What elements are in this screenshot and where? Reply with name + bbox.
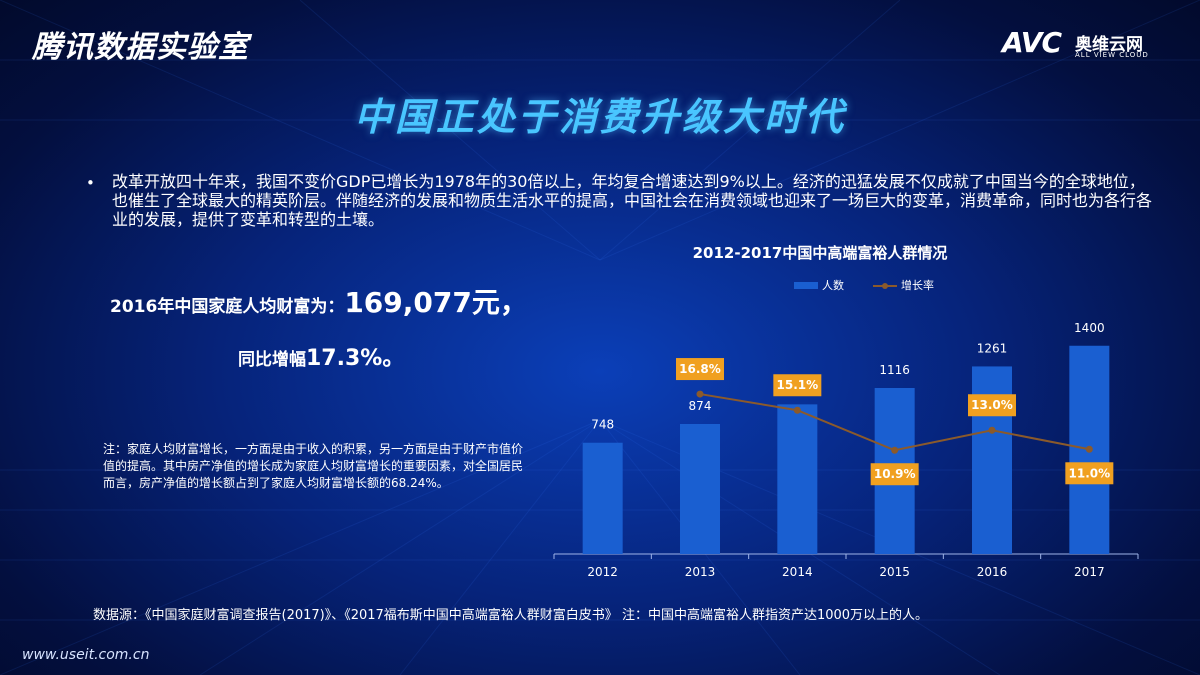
growth-stat-label: 同比增幅 <box>238 350 306 370</box>
growth-label-box <box>676 358 724 381</box>
growth-rate-label: 11.0% <box>1069 466 1111 480</box>
x-tick-label: 2012 <box>587 565 618 579</box>
bar-value-label: 874 <box>689 399 712 413</box>
growth-label-box <box>870 463 919 486</box>
data-source: 数据源：《中国家庭财富调查报告(2017)》、《2017福布斯中国中高端富裕人群… <box>93 608 929 623</box>
bar-value-label: 1116 <box>879 363 910 377</box>
brand-title: 腾讯数据实验室 <box>32 30 249 65</box>
bar-value-label: 1400 <box>1074 321 1105 335</box>
growth-stat-value: 17.3%。 <box>306 346 405 371</box>
growth-rate-label: 15.1% <box>777 378 819 392</box>
bar-2012 <box>582 442 623 554</box>
growth-label-box <box>968 394 1016 417</box>
bar-value-label: 1261 <box>977 341 1008 355</box>
growth-rate-point <box>891 446 899 454</box>
growth-label-box <box>1065 462 1114 485</box>
growth-rate-label: 10.9% <box>874 467 916 481</box>
bar-2014 <box>777 404 818 554</box>
growth-rate-point <box>988 426 996 434</box>
bar-2013 <box>680 423 720 554</box>
bar-value-label: 748 <box>591 418 614 432</box>
legend-bar-label: 人数 <box>822 279 844 292</box>
legend-bar-swatch <box>794 282 818 289</box>
legend-line-label: 增长率 <box>901 278 934 292</box>
logo-mark: AVC <box>1002 26 1062 59</box>
x-tick-label: 2017 <box>1074 565 1105 579</box>
wealth-stat-value: 169,077元， <box>344 286 528 319</box>
chart-title: 2012-2017中国中高端富裕人群情况 <box>693 244 948 262</box>
x-tick-label: 2015 <box>879 565 910 579</box>
main-title: 中国正处于消费升级大时代 <box>353 95 846 139</box>
growth-stat: 同比增幅17.3%。 <box>238 340 404 372</box>
legend-line-marker <box>882 283 888 289</box>
wealth-stat: 2016年中国家庭人均财富为：169,077元， <box>110 281 528 321</box>
logo-en-name: ALL VIEW CLOUD <box>1075 51 1149 59</box>
footnote-text: 注：家庭人均财富增长，一方面是由于收入的积累，另一方面是由于财产市值价值的提高。… <box>103 442 524 490</box>
wealth-stat-label: 2016年中国家庭人均财富为： <box>110 297 345 317</box>
growth-rate-point <box>1085 445 1093 453</box>
growth-rate-label: 13.0% <box>971 398 1013 412</box>
bullet-point: • <box>86 174 95 192</box>
growth-rate-point <box>793 406 801 414</box>
growth-rate-point <box>696 390 704 398</box>
x-tick-label: 2014 <box>782 565 813 579</box>
avc-logo: AVC 奥维云网 ALL VIEW CLOUD <box>1002 26 1172 60</box>
x-tick-label: 2013 <box>685 565 716 579</box>
growth-rate-label: 16.8% <box>679 362 721 376</box>
website-url: www.useit.com.cn <box>22 647 150 663</box>
intro-paragraph: 改革开放四十年来，我国不变价GDP已增长为1978年的30倍以上，年均复合增速达… <box>112 172 1153 229</box>
logo-cn-name: 奥维云网 <box>1075 35 1143 55</box>
x-tick-label: 2016 <box>977 565 1008 579</box>
growth-label-box <box>773 374 822 397</box>
